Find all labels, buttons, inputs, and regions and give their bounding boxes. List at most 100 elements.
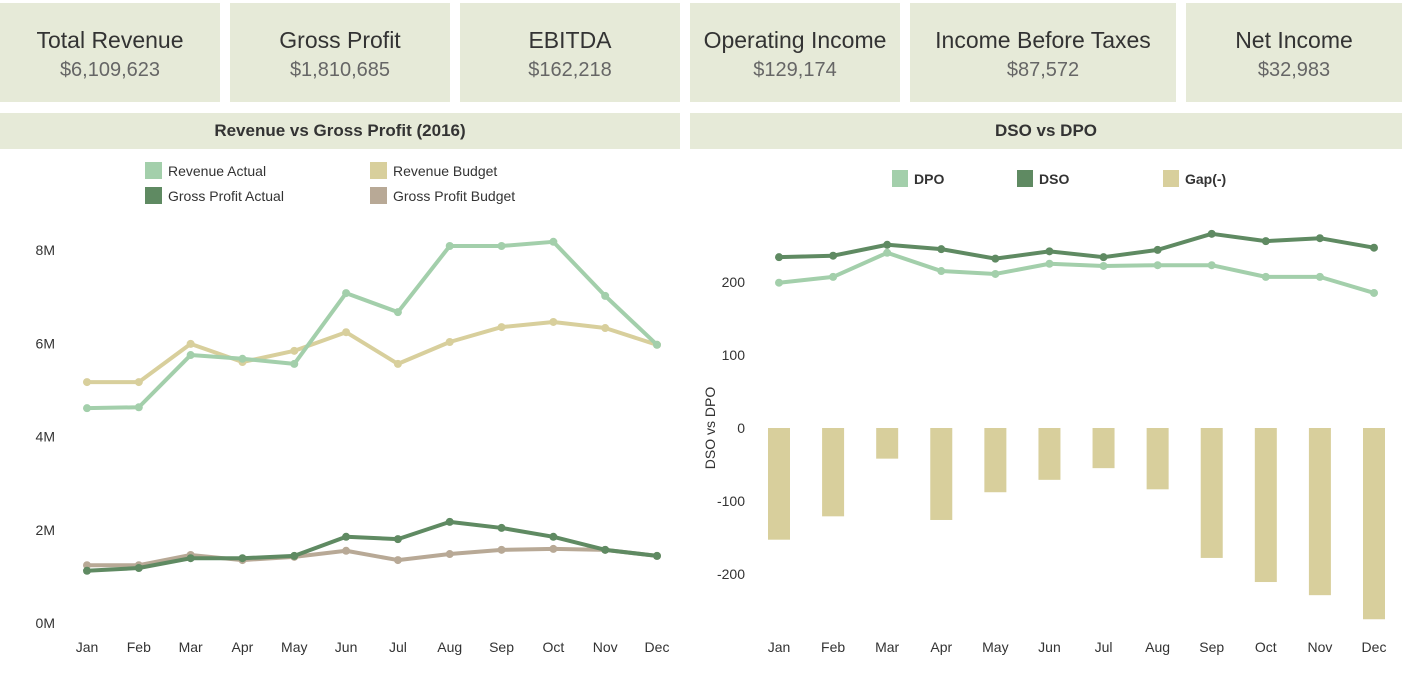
kpi-value: $32,983: [1257, 59, 1331, 81]
point-dso: [1315, 234, 1324, 243]
point-gross-profit-actual: [393, 535, 402, 544]
kpi-ebitda: EBITDA $162,218: [460, 3, 680, 102]
kpi-value: $87,572: [1006, 59, 1080, 81]
kpi-value: $6,109,623: [59, 59, 161, 81]
point-revenue-budget: [601, 324, 610, 333]
y-tick-label: -200: [717, 566, 745, 582]
point-revenue-budget: [445, 338, 454, 347]
y-axis-label: DSO vs DPO: [702, 387, 718, 470]
legend-label-dso: DSO: [1039, 171, 1069, 187]
kpi-label: Net Income: [1235, 27, 1353, 53]
kpi-label: Income Before Taxes: [935, 27, 1151, 53]
point-revenue-budget: [497, 323, 506, 332]
point-dpo: [1153, 261, 1162, 270]
y-tick-label: 8M: [36, 242, 55, 258]
y-tick-label: 200: [722, 274, 746, 290]
legend-label-gross-profit-budget: Gross Profit Budget: [393, 188, 515, 204]
y-tick-label: 0M: [36, 615, 55, 631]
point-gross-profit-budget: [393, 556, 402, 565]
point-dpo: [829, 272, 838, 281]
point-gross-profit-budget: [549, 544, 558, 553]
point-revenue-budget: [342, 328, 351, 337]
legend-label-gap: Gap(-): [1185, 171, 1226, 187]
kpi-income-before-taxes: Income Before Taxes $87,572: [910, 3, 1176, 102]
point-dso: [937, 245, 946, 254]
bar-gap: [1038, 428, 1061, 480]
point-revenue-actual: [290, 359, 299, 368]
legend-swatch-gross-profit-budget: [370, 187, 387, 204]
line-revenue-actual: [86, 239, 659, 411]
point-dpo: [1207, 261, 1216, 270]
point-revenue-actual: [186, 351, 195, 360]
x-tick-label: Aug: [437, 639, 462, 655]
kpi-net-income: Net Income $32,983: [1186, 3, 1402, 102]
line-gross-profit-actual: [86, 519, 658, 573]
bar-gap: [1308, 428, 1331, 596]
point-revenue-actual: [238, 354, 247, 363]
point-gross-profit-actual: [653, 551, 661, 560]
point-revenue-budget: [186, 339, 195, 348]
point-revenue-actual: [445, 242, 454, 251]
legend-label-gross-profit-actual: Gross Profit Actual: [168, 188, 284, 204]
point-revenue-budget: [393, 359, 402, 368]
bar-gap: [1092, 428, 1115, 469]
x-tick-label: Sep: [489, 639, 514, 655]
point-dpo: [883, 248, 892, 257]
x-tick-label: Jul: [389, 639, 407, 655]
point-gross-profit-budget: [445, 550, 454, 559]
legend-label-dpo: DPO: [914, 171, 944, 187]
x-tick-label: Nov: [1307, 639, 1332, 655]
point-revenue-budget: [134, 378, 143, 387]
bar-gap: [1254, 428, 1277, 583]
line-gross-profit-budget: [87, 546, 658, 568]
bar-gap: [768, 428, 790, 540]
dso-dpo-chart: -200 -100 0 100 200 Jan Feb Mar Apr May Jun Jul Aug S…: [702, 170, 1387, 655]
kpi-value: $162,218: [528, 59, 612, 81]
point-gross-profit-actual: [186, 554, 195, 563]
legend-label-revenue-actual: Revenue Actual: [168, 163, 266, 179]
x-tick-label: Jun: [335, 639, 358, 655]
bar-gap: [1363, 428, 1385, 620]
kpi-label: Operating Income: [703, 27, 887, 53]
point-gross-profit-budget: [497, 545, 506, 554]
y-tick-label: 100: [722, 347, 746, 363]
point-dpo: [1045, 259, 1054, 268]
x-tick-label: Jul: [1095, 639, 1113, 655]
point-dso: [775, 253, 783, 262]
point-revenue-budget: [290, 346, 299, 355]
dso-chart-title: DSO vs DPO: [690, 113, 1402, 149]
revenue-chart-title: Revenue vs Gross Profit (2016): [0, 113, 680, 149]
point-revenue-actual: [83, 404, 91, 413]
point-dso: [991, 254, 1000, 263]
legend-swatch-gap: [1163, 170, 1179, 187]
x-tick-label: Oct: [1255, 639, 1277, 655]
x-tick-label: Mar: [875, 639, 899, 655]
bar-gap: [1200, 428, 1223, 558]
point-dso: [1207, 229, 1216, 238]
point-revenue-actual: [134, 403, 143, 412]
point-dpo: [1315, 272, 1324, 281]
kpi-label: Total Revenue: [36, 27, 184, 53]
point-dpo: [937, 267, 946, 276]
point-dso: [1370, 243, 1378, 252]
legend-swatch-gross-profit-actual: [145, 187, 162, 204]
point-revenue-budget: [549, 317, 558, 326]
x-tick-label: Dec: [645, 639, 670, 655]
x-tick-label: Jan: [768, 639, 791, 655]
kpi-label: Gross Profit: [279, 27, 401, 53]
point-dpo: [775, 278, 783, 287]
y-tick-label: 6M: [36, 335, 55, 351]
point-revenue-budget: [83, 378, 91, 387]
y-tick-label: -100: [717, 493, 745, 509]
point-gross-profit-actual: [83, 566, 91, 575]
bar-gap: [822, 428, 845, 517]
point-dpo: [1099, 261, 1108, 270]
x-tick-label: Oct: [542, 639, 564, 655]
point-revenue-actual: [497, 242, 506, 251]
point-dso: [829, 251, 838, 260]
point-dso: [1261, 237, 1270, 246]
bar-gap: [1146, 428, 1169, 490]
point-revenue-actual: [393, 308, 402, 317]
x-tick-label: Dec: [1362, 639, 1387, 655]
revenue-gross-profit-chart: 0M 2M 4M 6M 8M Jan Feb Mar Apr May Jun Jul Aug Sep Oct…: [36, 162, 670, 655]
